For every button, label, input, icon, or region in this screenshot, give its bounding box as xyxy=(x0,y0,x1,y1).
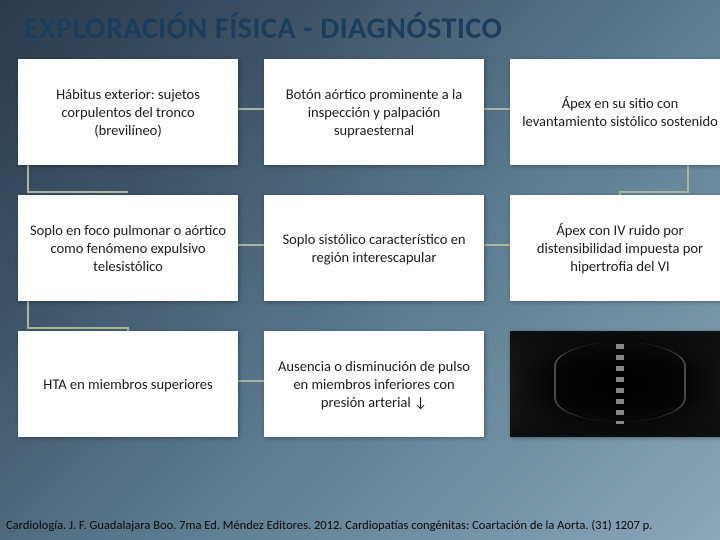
card-boton-aortico: Botón aórtico prominente a la inspección… xyxy=(264,59,484,165)
card-apex-iv-ruido: Ápex con IV ruido por distensibilidad im… xyxy=(510,195,720,301)
card-soplo-pulmonar: Soplo en foco pulmonar o aórtico como fe… xyxy=(18,195,238,301)
card-soplo-interescapular: Soplo sistólico característico en región… xyxy=(264,195,484,301)
card-grid: Hábitus exterior: sujetos corpulentos de… xyxy=(0,53,720,437)
card-pulso-inferiores: Ausencia o disminución de pulso en miemb… xyxy=(264,331,484,437)
citation-text: Cardiología. J. F. Guadalajara Boo. 7ma … xyxy=(6,518,710,534)
card-hta-superiores: HTA en miembros superiores xyxy=(18,331,238,437)
slide-title: EXPLORACIÓN FÍSICA - DIAGNÓSTICO xyxy=(0,0,720,53)
card-habitus-exterior: Hábitus exterior: sujetos corpulentos de… xyxy=(18,59,238,165)
chest-xray-image xyxy=(510,331,720,437)
card-apex-levantamiento: Ápex en su sitio con levantamiento sistó… xyxy=(510,59,720,165)
